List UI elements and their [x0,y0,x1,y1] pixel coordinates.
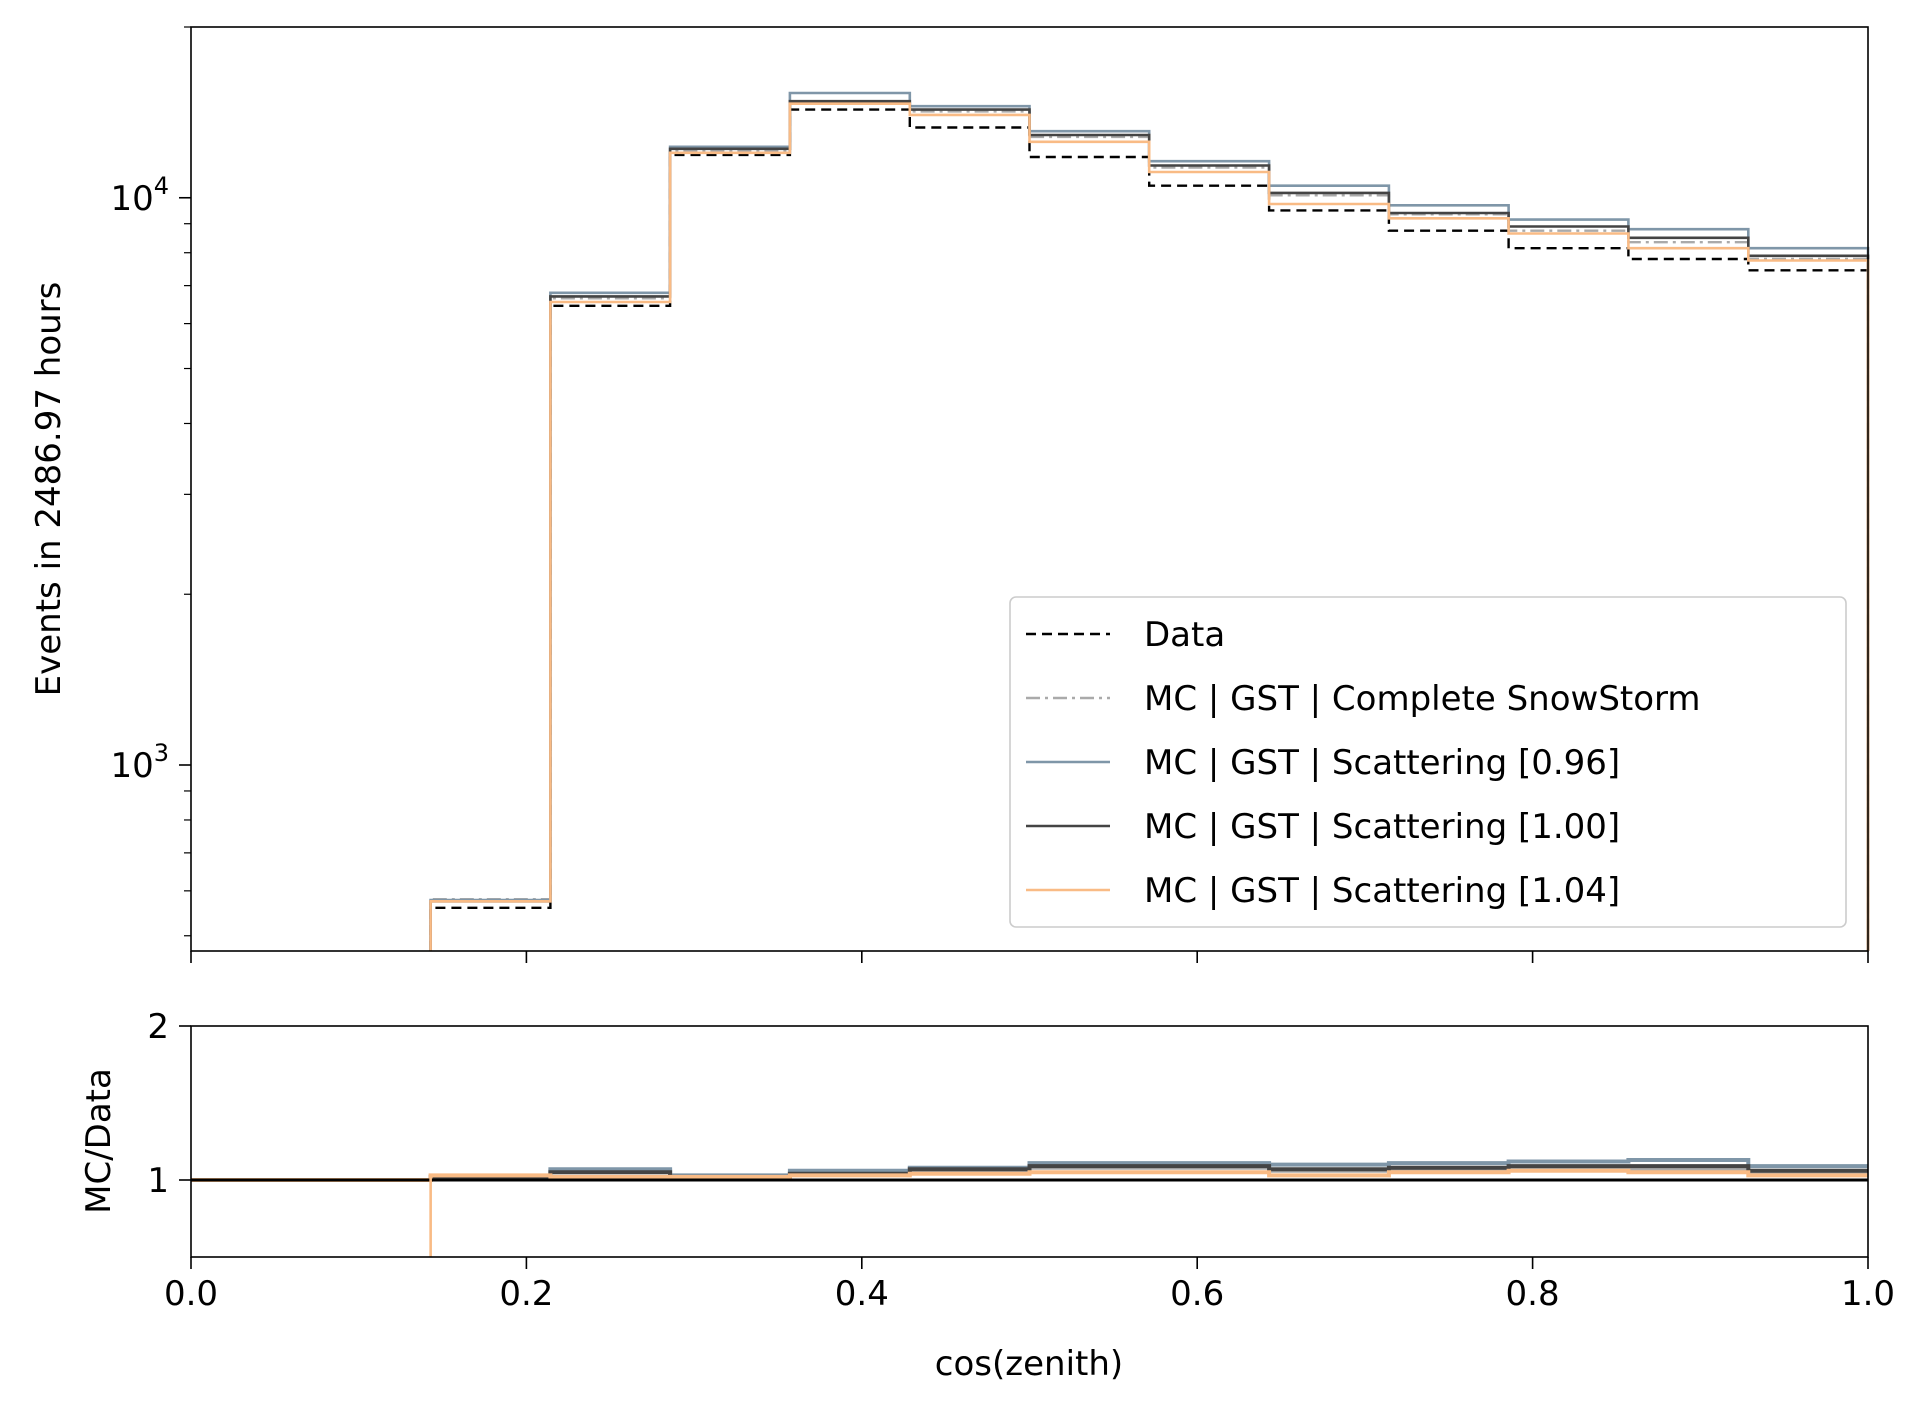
ratio-x-ticks: 0.0 0.2 0.4 0.6 0.8 1.0 [164,1257,1895,1314]
x-tick-label: 0.2 [499,1274,553,1314]
main-panel: 104 103 Events in 2486.97 hours [29,26,1870,963]
ratio-series-layer [191,1158,1868,1257]
legend-label: MC | GST | Scattering [0.96] [1144,743,1620,783]
main-series-4 [429,102,1870,951]
ratio-y-ticks: 12 [147,1007,191,1201]
legend-label: MC | GST | Scattering [1.00] [1144,807,1620,847]
main-y-tick-label: 103 [110,739,169,786]
ratio-y-tick-label: 1 [147,1161,169,1201]
main-x-ticks [190,951,1869,963]
x-tick-label: 0.0 [164,1274,218,1314]
legend-label: MC | GST | Scattering [1.04] [1144,871,1620,911]
main-y-axis-label: Events in 2486.97 hours [29,282,69,697]
legend-label: Data [1144,615,1225,655]
legend: Data MC | GST | Complete SnowStorm MC | GS… [1009,596,1847,928]
x-tick-label: 0.8 [1506,1274,1560,1314]
ratio-panel: 12 0.0 0.2 0.4 0.6 0.8 1.0 MC/Data cos(zenith… [79,1007,1895,1384]
ratio-axes-frame [190,1025,1869,1258]
x-tick-label: 0.4 [835,1274,889,1314]
ratio-y-axis-label: MC/Data [79,1068,119,1214]
ratio-series-2 [191,1164,1868,1182]
main-series-layer [429,91,1870,951]
legend-label: MC | GST | Complete SnowStorm [1144,679,1701,719]
x-tick-label: 0.6 [1170,1274,1224,1314]
x-axis-label: cos(zenith) [935,1344,1123,1384]
main-axes-frame [190,26,1869,952]
main-y-tick-label: 104 [110,172,169,219]
ratio-series-1 [191,1158,1868,1182]
legend-frame [1009,596,1847,928]
x-tick-label: 1.0 [1841,1274,1895,1314]
ratio-series-3 [191,1168,1868,1182]
ratio-y-tick-label: 2 [147,1007,169,1047]
main-y-ticks: 104 103 [110,26,191,937]
